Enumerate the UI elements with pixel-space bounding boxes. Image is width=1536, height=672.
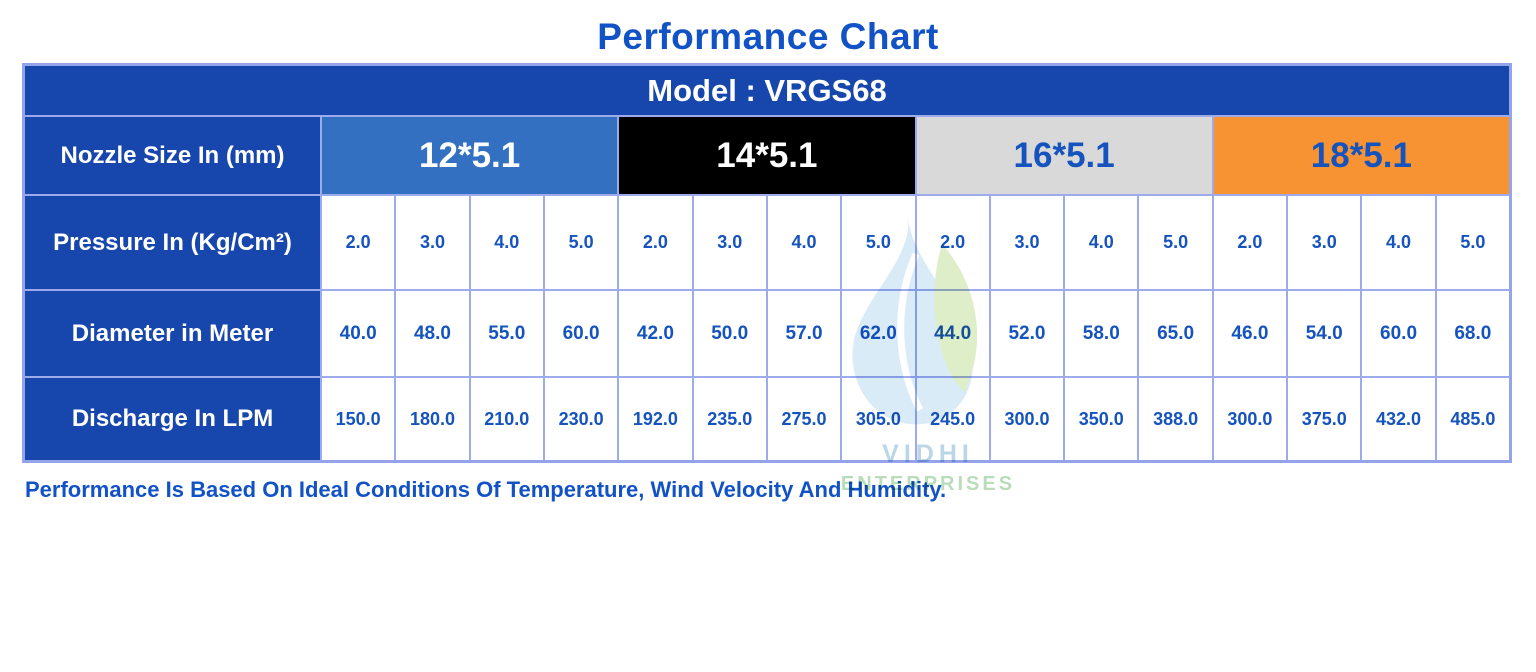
- pressure-cell: 2.0: [322, 196, 395, 289]
- nozzle-group-cell: 16*5.1: [916, 117, 1212, 194]
- diameter-cell: 50.0: [693, 291, 766, 376]
- row-label-nozzle-size: Nozzle Size In (mm): [25, 117, 320, 194]
- pressure-cell: 5.0: [842, 196, 915, 289]
- pressure-cell: 4.0: [767, 196, 841, 289]
- pressure-cell: 5.0: [544, 196, 618, 289]
- diameter-cell: 68.0: [1436, 291, 1509, 376]
- discharge-cell: 275.0: [767, 378, 841, 460]
- diameter-cell: 54.0: [1288, 291, 1361, 376]
- diameter-cell: 58.0: [1065, 291, 1138, 376]
- pressure-cell: 4.0: [1362, 196, 1435, 289]
- diameter-cell: 65.0: [1139, 291, 1212, 376]
- diameter-cell: 55.0: [470, 291, 543, 376]
- pressure-cell: 3.0: [693, 196, 766, 289]
- discharge-cell: 180.0: [396, 378, 469, 460]
- diameter-cell: 60.0: [544, 291, 618, 376]
- discharge-cell: 432.0: [1362, 378, 1435, 460]
- nozzle-group-cell: 14*5.1: [619, 117, 915, 194]
- pressure-cell: 5.0: [1139, 196, 1212, 289]
- pressure-cell: 3.0: [990, 196, 1064, 289]
- pressure-cell: 3.0: [1288, 196, 1361, 289]
- diameter-cell: 52.0: [990, 291, 1064, 376]
- row-label-discharge: Discharge In LPM: [25, 378, 320, 460]
- discharge-cell: 245.0: [916, 378, 989, 460]
- pressure-cell: 4.0: [1065, 196, 1138, 289]
- discharge-cell: 305.0: [842, 378, 915, 460]
- row-label-diameter: Diameter in Meter: [25, 291, 320, 376]
- discharge-cell: 210.0: [470, 378, 543, 460]
- discharge-cell: 235.0: [693, 378, 766, 460]
- discharge-cell: 388.0: [1139, 378, 1212, 460]
- row-label-pressure: Pressure In (Kg/Cm²): [25, 196, 320, 289]
- nozzle-group-cell: 18*5.1: [1213, 117, 1509, 194]
- discharge-cell: 300.0: [1213, 378, 1287, 460]
- diameter-cell: 40.0: [322, 291, 395, 376]
- discharge-cell: 230.0: [544, 378, 618, 460]
- diameter-cell: 46.0: [1213, 291, 1287, 376]
- diameter-cell: 60.0: [1362, 291, 1435, 376]
- diameter-cell: 62.0: [842, 291, 915, 376]
- diameter-cell: 48.0: [396, 291, 469, 376]
- diameter-cell: 42.0: [619, 291, 692, 376]
- performance-grid: Nozzle Size In (mm) 12*5.1 14*5.1 16*5.1…: [25, 117, 1509, 460]
- discharge-cell: 300.0: [990, 378, 1064, 460]
- pressure-cell: 2.0: [619, 196, 692, 289]
- discharge-cell: 150.0: [322, 378, 395, 460]
- pressure-cell: 2.0: [1213, 196, 1287, 289]
- discharge-cell: 375.0: [1288, 378, 1361, 460]
- nozzle-group-cell: 12*5.1: [322, 117, 618, 194]
- pressure-cell: 3.0: [396, 196, 469, 289]
- discharge-cell: 192.0: [619, 378, 692, 460]
- model-header: Model : VRGS68: [25, 66, 1509, 115]
- pressure-cell: 4.0: [470, 196, 543, 289]
- diameter-cell: 57.0: [767, 291, 841, 376]
- discharge-cell: 350.0: [1065, 378, 1138, 460]
- diameter-cell: 44.0: [916, 291, 989, 376]
- page-title: Performance Chart: [597, 16, 939, 57]
- pressure-cell: 5.0: [1436, 196, 1509, 289]
- footnote: Performance Is Based On Ideal Conditions…: [25, 477, 947, 502]
- discharge-cell: 485.0: [1436, 378, 1509, 460]
- pressure-cell: 2.0: [916, 196, 989, 289]
- performance-table: Model : VRGS68 Nozzle Size In (mm) 12*5.…: [22, 63, 1512, 495]
